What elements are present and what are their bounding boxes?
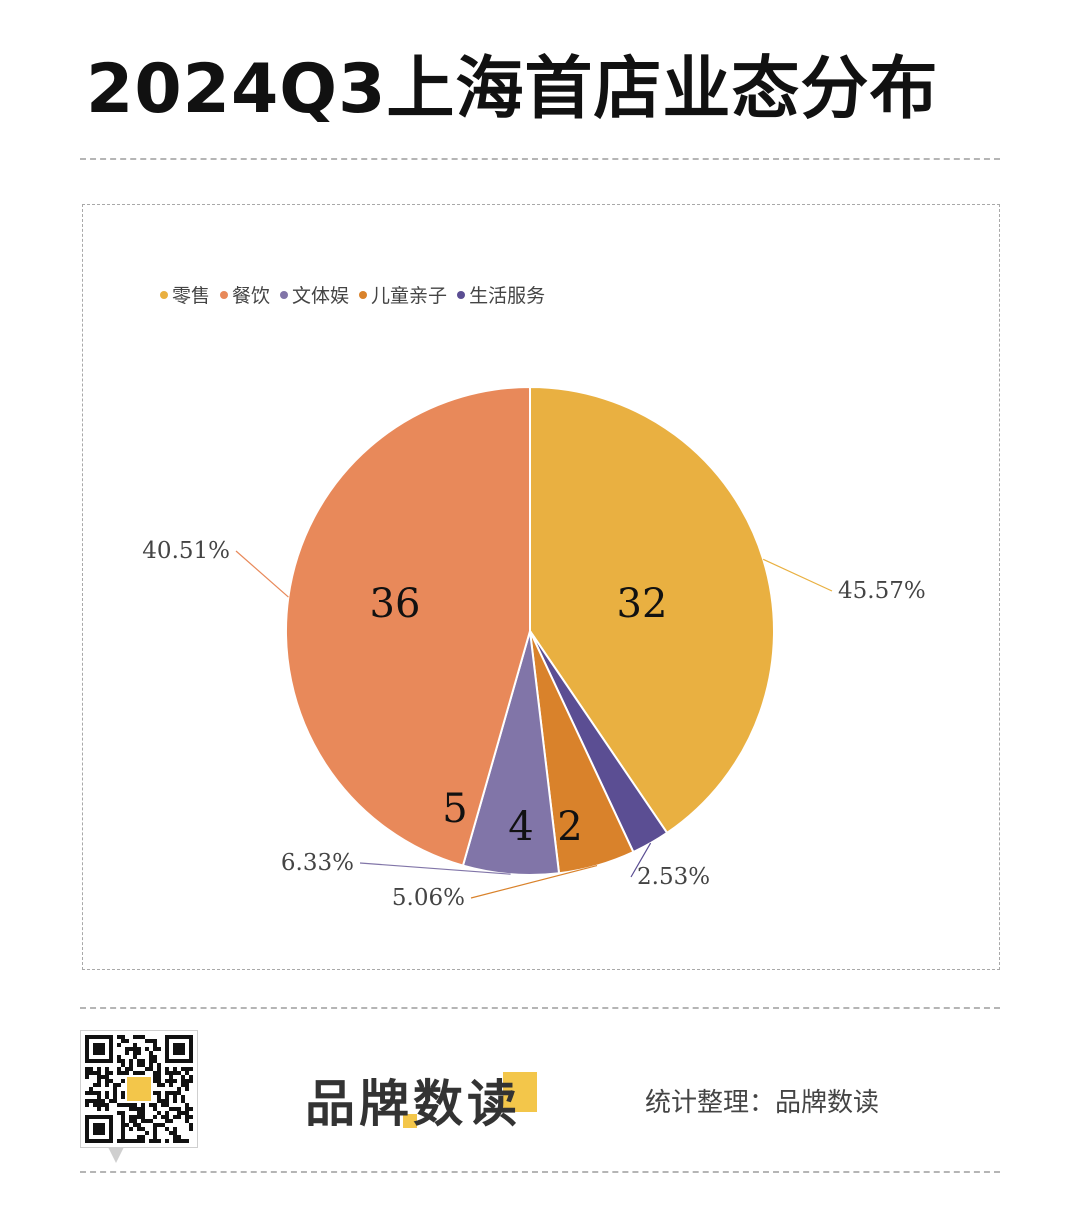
leader-line (235, 550, 289, 598)
slice-percent-label: 40.51% (142, 538, 230, 564)
brand-accent-block (503, 1072, 537, 1112)
slice-value-label: 2 (557, 804, 582, 850)
legend-item: 零售 (160, 281, 210, 308)
legend-label: 儿童亲子 (371, 285, 448, 307)
footer-divider-top (80, 1007, 1000, 1009)
page-title: 2024Q3上海首店业态分布 (86, 50, 939, 129)
brand-accent-dot (403, 1114, 417, 1128)
slice-percent-label: 5.06% (392, 885, 465, 911)
legend-label: 生活服务 (469, 285, 546, 307)
legend-item: 儿童亲子 (359, 281, 447, 308)
legend-swatch (280, 290, 289, 299)
brand-logo: 品牌数读 (305, 1064, 545, 1134)
legend-swatch (359, 290, 368, 299)
source-credit: 统计整理：品牌数读 (645, 1088, 880, 1118)
chart-legend: 零售 餐饮 文体娱 儿童亲子 生活服务 (160, 281, 545, 308)
qr-code (80, 1030, 198, 1148)
legend-swatch (220, 290, 229, 299)
legend-label: 零售 (172, 285, 211, 307)
slice-value-label: 32 (617, 581, 668, 627)
slice-value-label: 5 (442, 786, 467, 832)
legend-item: 餐饮 (220, 281, 270, 308)
legend-item: 文体娱 (280, 281, 349, 308)
leader-line (762, 558, 833, 592)
qr-code-icon (81, 1031, 197, 1147)
slice-percent-label: 2.53% (637, 864, 710, 890)
slice-value-label: 4 (508, 804, 533, 850)
title-divider (80, 158, 1000, 160)
legend-swatch (457, 290, 466, 299)
legend-label: 文体娱 (292, 285, 350, 307)
slice-percent-label: 6.33% (281, 850, 354, 876)
chart-frame (82, 204, 1000, 970)
legend-label: 餐饮 (232, 285, 271, 307)
footer-divider-bottom (80, 1171, 1000, 1173)
legend-item: 生活服务 (457, 281, 545, 308)
leader-line (630, 842, 652, 878)
slice-value-label: 36 (370, 581, 421, 627)
legend-swatch (160, 290, 168, 299)
qr-pointer (108, 1147, 124, 1163)
leader-line (359, 862, 511, 875)
brand-name: 品牌数读 (305, 1075, 521, 1133)
leader-line (470, 865, 598, 899)
slice-percent-label: 45.57% (838, 578, 926, 604)
